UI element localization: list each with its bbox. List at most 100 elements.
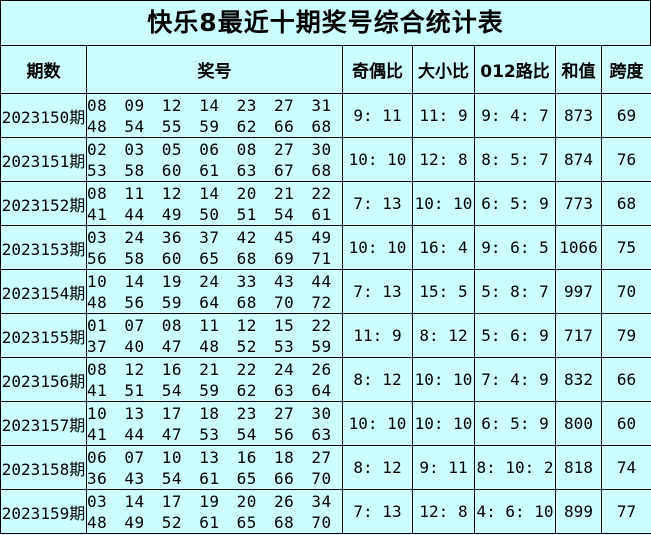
numbers-line1: 02 03 05 06 08 27 30 33 49 50 [87, 139, 342, 159]
numbers-line1: 06 07 10 13 16 18 27 28 30 33 [87, 447, 342, 467]
col-header-span: 跨度 [601, 45, 651, 94]
span-cell: 76 [601, 137, 651, 182]
numbers-line2: 56 58 60 65 68 69 71 73 76 78 [87, 248, 342, 268]
route-012-cell: 7: 4: 9 [474, 357, 556, 402]
span-cell: 68 [601, 181, 651, 226]
odd-even-cell: 7: 13 [342, 489, 413, 534]
numbers-line2: 48 54 55 59 62 66 68 70 72 77 [87, 116, 342, 136]
stats-table: 期数 奖号 奇偶比 大小比 012路比 和值 跨度 2023150期 08 09… [0, 45, 651, 534]
route-012-cell: 9: 4: 7 [474, 93, 556, 138]
numbers-cell: 08 09 12 14 23 27 31 36 37 45 48 54 55 5… [86, 93, 343, 138]
odd-even-cell: 8: 12 [342, 445, 413, 490]
table-row: 2023154期 10 14 19 24 33 43 44 45 46 47 4… [0, 269, 651, 314]
numbers-line1: 03 24 36 37 42 45 49 50 51 55 [87, 227, 342, 247]
route-012-cell: 5: 8: 7 [474, 269, 556, 314]
span-cell: 74 [601, 445, 651, 490]
odd-even-cell: 7: 13 [342, 269, 413, 314]
big-small-cell: 10: 10 [412, 401, 475, 446]
numbers-line1: 10 14 19 24 33 43 44 45 46 47 [87, 271, 342, 291]
table-row: 2023151期 02 03 05 06 08 27 30 33 49 50 5… [0, 137, 651, 182]
period-cell: 2023159期 [0, 489, 87, 534]
big-small-cell: 10: 10 [412, 357, 475, 402]
numbers-line2: 37 40 47 48 52 53 59 65 75 80 [87, 336, 342, 356]
span-cell: 79 [601, 313, 651, 358]
route-012-cell: 6: 5: 9 [474, 181, 556, 226]
big-small-cell: 16: 4 [412, 225, 475, 270]
sum-cell: 717 [555, 313, 602, 358]
sum-cell: 874 [555, 137, 602, 182]
period-cell: 2023154期 [0, 269, 87, 314]
numbers-line1: 08 12 16 21 22 24 26 29 31 38 [87, 359, 342, 379]
page-title: 快乐8最近十期奖号综合统计表 [0, 0, 651, 45]
big-small-cell: 9: 11 [412, 445, 475, 490]
big-small-cell: 12: 8 [412, 489, 475, 534]
period-cell: 2023152期 [0, 181, 87, 226]
sum-cell: 818 [555, 445, 602, 490]
table-row: 2023153期 03 24 36 37 42 45 49 50 51 55 5… [0, 225, 651, 270]
span-cell: 77 [601, 489, 651, 534]
table-row: 2023159期 03 14 17 19 20 26 34 38 41 44 4… [0, 489, 651, 534]
numbers-line2: 48 49 52 61 65 68 70 72 78 80 [87, 512, 342, 532]
numbers-line1: 08 09 12 14 23 27 31 36 37 45 [87, 95, 342, 115]
sum-cell: 1066 [555, 225, 602, 270]
numbers-line1: 01 07 08 11 12 15 22 24 26 35 [87, 315, 342, 335]
numbers-line2: 36 43 54 61 65 66 70 76 79 80 [87, 468, 342, 488]
route-012-cell: 9: 6: 5 [474, 225, 556, 270]
period-cell: 2023155期 [0, 313, 87, 358]
col-header-period: 期数 [0, 45, 87, 94]
numbers-line1: 08 11 12 14 20 21 22 27 32 40 [87, 183, 342, 203]
period-cell: 2023151期 [0, 137, 87, 182]
span-cell: 70 [601, 269, 651, 314]
numbers-line2: 53 58 60 61 63 67 68 76 77 78 [87, 160, 342, 180]
odd-even-cell: 10: 10 [342, 137, 413, 182]
sum-cell: 832 [555, 357, 602, 402]
period-cell: 2023158期 [0, 445, 87, 490]
numbers-cell: 03 24 36 37 42 45 49 50 51 55 56 58 60 6… [86, 225, 343, 270]
numbers-cell: 02 03 05 06 08 27 30 33 49 50 53 58 60 6… [86, 137, 343, 182]
numbers-cell: 08 12 16 21 22 24 26 29 31 38 41 51 54 5… [86, 357, 343, 402]
sum-cell: 899 [555, 489, 602, 534]
odd-even-cell: 10: 10 [342, 225, 413, 270]
route-012-cell: 8: 5: 7 [474, 137, 556, 182]
numbers-cell: 10 13 17 18 23 27 30 32 34 35 41 44 47 5… [86, 401, 343, 446]
big-small-cell: 11: 9 [412, 93, 475, 138]
span-cell: 69 [601, 93, 651, 138]
odd-even-cell: 8: 12 [342, 357, 413, 402]
span-cell: 60 [601, 401, 651, 446]
col-header-odd-even: 奇偶比 [342, 45, 413, 94]
big-small-cell: 8: 12 [412, 313, 475, 358]
numbers-line2: 41 44 47 53 54 56 63 64 69 70 [87, 424, 342, 444]
span-cell: 66 [601, 357, 651, 402]
big-small-cell: 15: 5 [412, 269, 475, 314]
span-cell: 75 [601, 225, 651, 270]
numbers-cell: 01 07 08 11 12 15 22 24 26 35 37 40 47 4… [86, 313, 343, 358]
route-012-cell: 4: 6: 10 [474, 489, 556, 534]
numbers-line1: 03 14 17 19 20 26 34 38 41 44 [87, 491, 342, 511]
odd-even-cell: 9: 11 [342, 93, 413, 138]
route-012-cell: 5: 6: 9 [474, 313, 556, 358]
table-row: 2023158期 06 07 10 13 16 18 27 28 30 33 3… [0, 445, 651, 490]
sum-cell: 997 [555, 269, 602, 314]
period-cell: 2023150期 [0, 93, 87, 138]
odd-even-cell: 11: 9 [342, 313, 413, 358]
odd-even-cell: 7: 13 [342, 181, 413, 226]
table-row: 2023152期 08 11 12 14 20 21 22 27 32 40 4… [0, 181, 651, 226]
col-header-sum: 和值 [555, 45, 602, 94]
col-header-big-small: 大小比 [412, 45, 475, 94]
period-cell: 2023153期 [0, 225, 87, 270]
numbers-line2: 41 44 49 50 51 54 61 66 74 76 [87, 204, 342, 224]
big-small-cell: 10: 10 [412, 181, 475, 226]
route-012-cell: 6: 5: 9 [474, 401, 556, 446]
numbers-cell: 10 14 19 24 33 43 44 45 46 47 48 56 59 6… [86, 269, 343, 314]
table-row: 2023150期 08 09 12 14 23 27 31 36 37 45 4… [0, 93, 651, 138]
big-small-cell: 12: 8 [412, 137, 475, 182]
col-header-numbers: 奖号 [86, 45, 343, 94]
sum-cell: 773 [555, 181, 602, 226]
period-cell: 2023157期 [0, 401, 87, 446]
period-cell: 2023156期 [0, 357, 87, 402]
odd-even-cell: 10: 10 [342, 401, 413, 446]
table-row: 2023156期 08 12 16 21 22 24 26 29 31 38 4… [0, 357, 651, 402]
sum-cell: 873 [555, 93, 602, 138]
numbers-line2: 48 56 59 64 68 70 72 76 79 80 [87, 292, 342, 312]
